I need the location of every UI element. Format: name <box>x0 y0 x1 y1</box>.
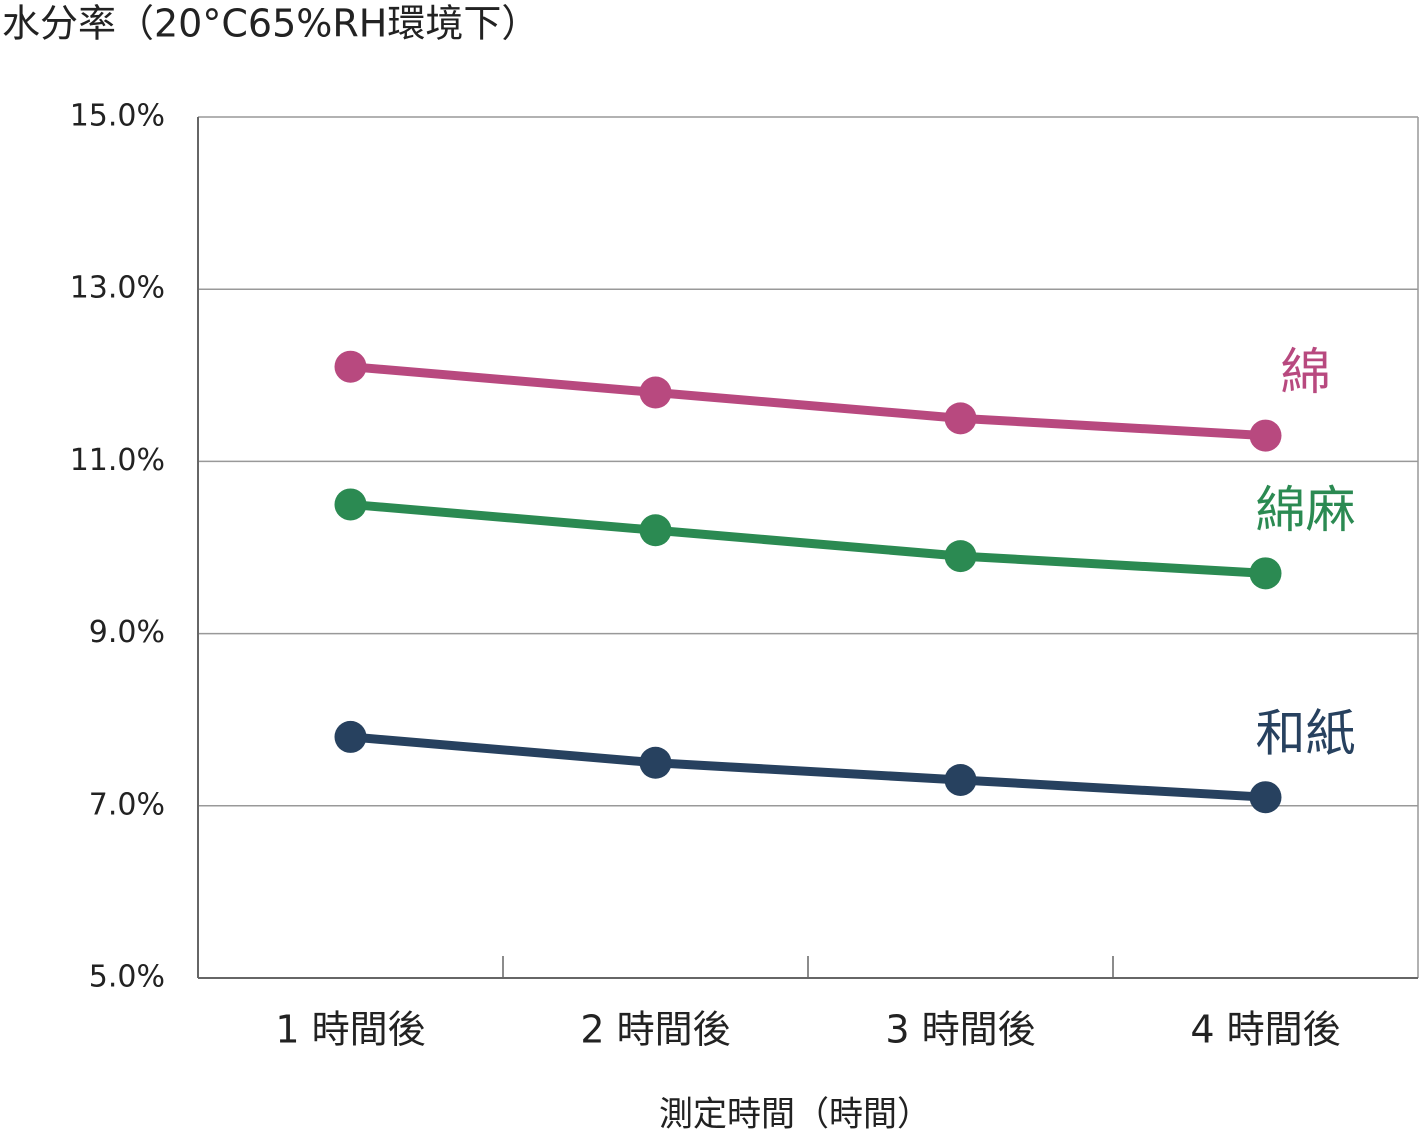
x-tick-label: 1 時間後 <box>275 1008 425 1052</box>
data-point <box>334 350 367 383</box>
series-label: 和紙 <box>1256 705 1356 763</box>
data-point <box>1249 781 1282 814</box>
data-point <box>639 376 672 409</box>
x-tick-label: 2 時間後 <box>580 1008 730 1052</box>
series-line <box>350 362 1266 441</box>
y-tick-label: 5.0% <box>89 960 165 995</box>
data-point <box>944 402 977 435</box>
y-tick-label: 15.0% <box>70 99 165 134</box>
data-point <box>334 488 367 521</box>
data-point <box>334 720 367 753</box>
series-label: 綿麻 <box>1256 481 1356 539</box>
x-tick-label: 3 時間後 <box>885 1008 1035 1052</box>
x-axis-label: 測定時間（時間） <box>659 1095 931 1135</box>
series-label: 綿 <box>1281 343 1331 401</box>
x-tick-label: 4 時間後 <box>1190 1008 1340 1052</box>
y-tick-label: 11.0% <box>70 443 165 478</box>
y-tick-label: 7.0% <box>89 787 165 822</box>
data-point <box>1249 419 1282 452</box>
y-tick-label: 13.0% <box>70 271 165 306</box>
data-point <box>639 514 672 547</box>
data-point <box>944 763 977 796</box>
y-tick-label: 9.0% <box>89 615 165 650</box>
data-point <box>639 746 672 779</box>
data-point <box>1249 557 1282 590</box>
series-line <box>350 732 1266 802</box>
series-line <box>350 499 1266 578</box>
data-point <box>944 540 977 573</box>
chart-title: 水分率（20°C65%RH環境下） <box>2 2 539 46</box>
